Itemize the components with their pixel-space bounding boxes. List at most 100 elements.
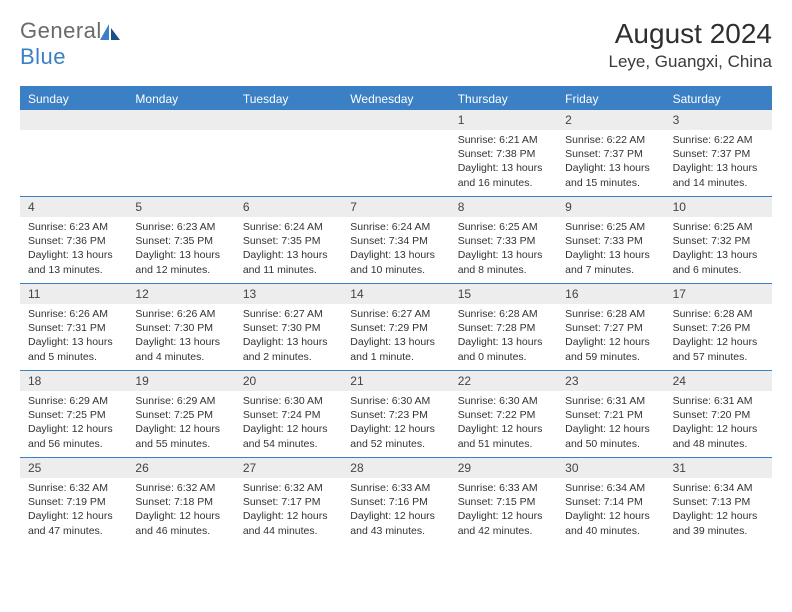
sunset-line: Sunset: 7:16 PM	[350, 495, 441, 509]
day-cell: 12Sunrise: 6:26 AMSunset: 7:30 PMDayligh…	[127, 284, 234, 370]
day-info: Sunrise: 6:27 AMSunset: 7:30 PMDaylight:…	[235, 304, 342, 370]
day-cell: 2Sunrise: 6:22 AMSunset: 7:37 PMDaylight…	[557, 110, 664, 196]
week-row: 11Sunrise: 6:26 AMSunset: 7:31 PMDayligh…	[20, 283, 772, 370]
sunset-line: Sunset: 7:35 PM	[243, 234, 334, 248]
sunset-line: Sunset: 7:38 PM	[458, 147, 549, 161]
logo-text-b: Blue	[20, 44, 66, 69]
day-cell: 14Sunrise: 6:27 AMSunset: 7:29 PMDayligh…	[342, 284, 449, 370]
daylight-line: Daylight: 13 hours and 15 minutes.	[565, 161, 656, 189]
daylight-line: Daylight: 12 hours and 52 minutes.	[350, 422, 441, 450]
day-number: 31	[665, 458, 772, 478]
day-info: Sunrise: 6:25 AMSunset: 7:33 PMDaylight:…	[450, 217, 557, 283]
sunset-line: Sunset: 7:25 PM	[135, 408, 226, 422]
sunset-line: Sunset: 7:28 PM	[458, 321, 549, 335]
day-cell	[235, 110, 342, 196]
week-row: 1Sunrise: 6:21 AMSunset: 7:38 PMDaylight…	[20, 110, 772, 196]
sunrise-line: Sunrise: 6:30 AM	[243, 394, 334, 408]
day-info: Sunrise: 6:25 AMSunset: 7:32 PMDaylight:…	[665, 217, 772, 283]
daylight-line: Daylight: 13 hours and 8 minutes.	[458, 248, 549, 276]
daylight-line: Daylight: 13 hours and 2 minutes.	[243, 335, 334, 363]
day-info: Sunrise: 6:33 AMSunset: 7:15 PMDaylight:…	[450, 478, 557, 544]
day-number: 20	[235, 371, 342, 391]
day-info: Sunrise: 6:30 AMSunset: 7:23 PMDaylight:…	[342, 391, 449, 457]
sunset-line: Sunset: 7:27 PM	[565, 321, 656, 335]
sunrise-line: Sunrise: 6:22 AM	[673, 133, 764, 147]
day-cell: 3Sunrise: 6:22 AMSunset: 7:37 PMDaylight…	[665, 110, 772, 196]
sunset-line: Sunset: 7:17 PM	[243, 495, 334, 509]
sunrise-line: Sunrise: 6:26 AM	[135, 307, 226, 321]
day-number: 30	[557, 458, 664, 478]
day-cell: 1 Sunrise: 6:21 AMSunset: 7:38 PMDaylight…	[450, 110, 557, 196]
day-header-row: SundayMondayTuesdayWednesdayThursdayFrid…	[20, 88, 772, 110]
sunset-line: Sunset: 7:22 PM	[458, 408, 549, 422]
sunrise-line: Sunrise: 6:34 AM	[673, 481, 764, 495]
sunset-line: Sunset: 7:37 PM	[565, 147, 656, 161]
sunrise-line: Sunrise: 6:27 AM	[243, 307, 334, 321]
day-cell: 24Sunrise: 6:31 AMSunset: 7:20 PMDayligh…	[665, 371, 772, 457]
day-cell: 17Sunrise: 6:28 AMSunset: 7:26 PMDayligh…	[665, 284, 772, 370]
day-number: 16	[557, 284, 664, 304]
sunrise-line: Sunrise: 6:32 AM	[28, 481, 119, 495]
day-info: Sunrise: 6:28 AMSunset: 7:28 PMDaylight:…	[450, 304, 557, 370]
day-number: 28	[342, 458, 449, 478]
day-info: Sunrise: 6:28 AMSunset: 7:26 PMDaylight:…	[665, 304, 772, 370]
sunset-line: Sunset: 7:14 PM	[565, 495, 656, 509]
sunset-line: Sunset: 7:32 PM	[673, 234, 764, 248]
day-number: 19	[127, 371, 234, 391]
sunrise-line: Sunrise: 6:31 AM	[565, 394, 656, 408]
sunset-line: Sunset: 7:30 PM	[135, 321, 226, 335]
day-info: Sunrise: 6:23 AMSunset: 7:35 PMDaylight:…	[127, 217, 234, 283]
sunrise-line: Sunrise: 6:22 AM	[565, 133, 656, 147]
day-info: Sunrise: 6:22 AMSunset: 7:37 PMDaylight:…	[665, 130, 772, 196]
sunrise-line: Sunrise: 6:33 AM	[350, 481, 441, 495]
sunrise-line: Sunrise: 6:29 AM	[135, 394, 226, 408]
day-number: 1	[450, 110, 557, 130]
sunrise-line: Sunrise: 6:33 AM	[458, 481, 549, 495]
daylight-line: Daylight: 13 hours and 7 minutes.	[565, 248, 656, 276]
sunrise-line: Sunrise: 6:25 AM	[458, 220, 549, 234]
day-number: 21	[342, 371, 449, 391]
day-cell: 7Sunrise: 6:24 AMSunset: 7:34 PMDaylight…	[342, 197, 449, 283]
sunrise-line: Sunrise: 6:23 AM	[28, 220, 119, 234]
day-number: 9	[557, 197, 664, 217]
week-row: 18 Sunrise: 6:29 AMSunset: 7:25 PM Dayligh…	[20, 370, 772, 457]
day-info: Sunrise: 6:23 AMSunset: 7:36 PMDaylight:…	[20, 217, 127, 283]
location-label: Leye, Guangxi, China	[609, 52, 773, 72]
day-number	[342, 110, 449, 130]
sunset-line: Sunset: 7:33 PM	[458, 234, 549, 248]
daylight-line: Daylight: 13 hours and 1 minute.	[350, 335, 441, 363]
day-header-cell: Tuesday	[235, 88, 342, 110]
day-header-cell: Sunday	[20, 88, 127, 110]
sunset-line: Sunset: 7:31 PM	[28, 321, 119, 335]
daylight-line: Daylight: 12 hours and 57 minutes.	[673, 335, 764, 363]
day-cell: 16Sunrise: 6:28 AMSunset: 7:27 PMDayligh…	[557, 284, 664, 370]
sunrise-line: Sunrise: 6:26 AM	[28, 307, 119, 321]
sunrise-line: Sunrise: 6:21 AM	[458, 133, 549, 147]
sunset-line: Sunset: 7:21 PM	[565, 408, 656, 422]
day-cell: 19Sunrise: 6:29 AMSunset: 7:25 PMDayligh…	[127, 371, 234, 457]
day-info: Sunrise: 6:28 AMSunset: 7:27 PMDaylight:…	[557, 304, 664, 370]
sunset-line: Sunset: 7:37 PM	[673, 147, 764, 161]
day-info: Sunrise: 6:32 AMSunset: 7:17 PMDaylight:…	[235, 478, 342, 544]
day-cell: 13Sunrise: 6:27 AMSunset: 7:30 PMDayligh…	[235, 284, 342, 370]
day-cell: 22Sunrise: 6:30 AMSunset: 7:22 PMDayligh…	[450, 371, 557, 457]
day-header-cell: Saturday	[665, 88, 772, 110]
day-info: Sunrise: 6:26 AMSunset: 7:30 PMDaylight:…	[127, 304, 234, 370]
daylight-line: Daylight: 13 hours and 14 minutes.	[673, 161, 764, 189]
sunset-line: Sunset: 7:26 PM	[673, 321, 764, 335]
sunrise-line: Sunrise: 6:25 AM	[673, 220, 764, 234]
day-number: 22	[450, 371, 557, 391]
daylight-line: Daylight: 12 hours and 59 minutes.	[565, 335, 656, 363]
day-number: 13	[235, 284, 342, 304]
daylight-line: Daylight: 12 hours and 40 minutes.	[565, 509, 656, 537]
day-cell: 28Sunrise: 6:33 AMSunset: 7:16 PMDayligh…	[342, 458, 449, 544]
daylight-line: Daylight: 13 hours and 16 minutes.	[458, 161, 549, 189]
day-info: Sunrise: 6:24 AMSunset: 7:34 PMDaylight:…	[342, 217, 449, 283]
day-number: 18	[20, 371, 127, 391]
day-cell: 10Sunrise: 6:25 AMSunset: 7:32 PMDayligh…	[665, 197, 772, 283]
sunset-line: Sunset: 7:18 PM	[135, 495, 226, 509]
day-number: 26	[127, 458, 234, 478]
daylight-line: Daylight: 12 hours and 47 minutes.	[28, 509, 119, 537]
day-cell	[20, 110, 127, 196]
daylight-line: Daylight: 13 hours and 5 minutes.	[28, 335, 119, 363]
